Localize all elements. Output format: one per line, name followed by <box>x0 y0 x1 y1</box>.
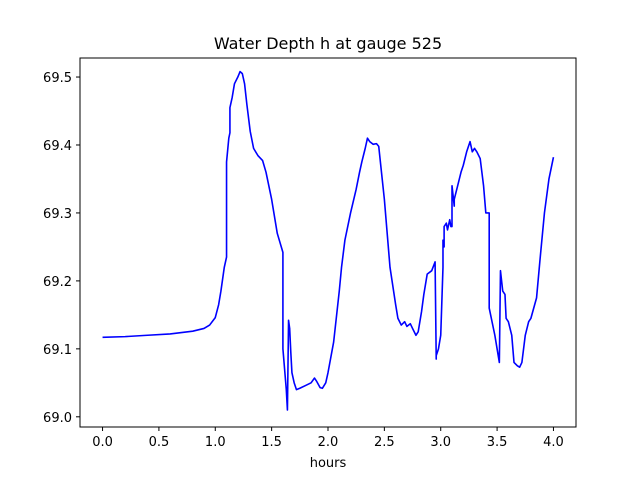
x-tick-label: 1.5 <box>261 435 282 450</box>
x-tick-label: 1.0 <box>205 435 226 450</box>
x-axis-label: hours <box>310 456 347 471</box>
plot-frame <box>79 57 577 428</box>
y-axis: 69.0 69.1 69.2 69.3 69.4 69.5 <box>43 71 80 426</box>
x-axis: 0.0 0.5 1.0 1.5 2.0 2.5 3.0 3.5 4.0 <box>92 427 564 450</box>
y-tick-label: 69.0 <box>43 411 72 426</box>
x-tick-label: 0.5 <box>149 435 170 450</box>
x-tick-label: 3.5 <box>487 435 508 450</box>
y-tick-label: 69.5 <box>43 71 72 86</box>
x-tick-label: 2.0 <box>318 435 339 450</box>
x-tick-label: 4.0 <box>543 435 564 450</box>
plot-area <box>102 70 555 411</box>
x-tick-label: 3.0 <box>430 435 451 450</box>
x-tick-label: 0.0 <box>92 435 113 450</box>
y-tick-label: 69.4 <box>43 139 72 154</box>
chart-title: Water Depth h at gauge 525 <box>214 34 442 53</box>
y-tick-label: 69.2 <box>43 275 72 290</box>
data-series-line-0 <box>102 70 555 411</box>
x-tick-label: 2.5 <box>374 435 395 450</box>
y-tick-label: 69.3 <box>43 207 72 222</box>
y-tick-label: 69.1 <box>43 343 72 358</box>
